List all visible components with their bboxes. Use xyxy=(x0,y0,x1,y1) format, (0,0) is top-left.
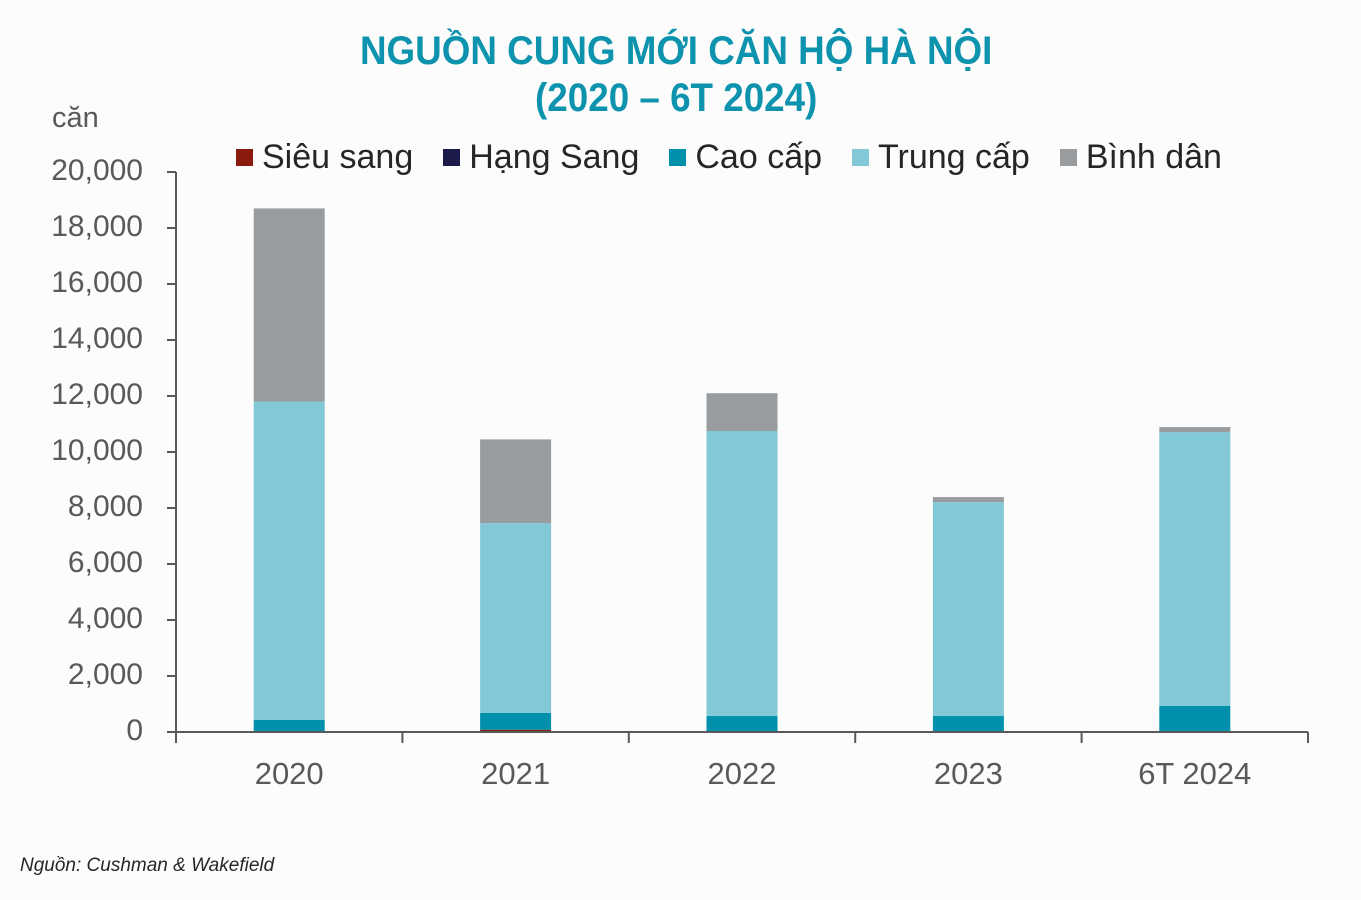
bar-segment xyxy=(1159,427,1231,433)
y-tick-label: 14,000 xyxy=(51,322,143,355)
legend-item: Siêu sang xyxy=(236,138,413,177)
bar-segment xyxy=(932,497,1004,503)
bar-segment xyxy=(253,719,325,732)
bar-segment xyxy=(706,716,778,732)
y-tick-label: 18,000 xyxy=(51,210,143,243)
bar-segment xyxy=(480,729,552,732)
x-tick-label: 6T 2024 xyxy=(1138,756,1252,791)
legend-swatch-icon xyxy=(443,149,461,166)
y-tick-label: 0 xyxy=(126,714,143,747)
chart-subtitle: (2020 – 6T 2024) xyxy=(535,76,818,120)
legend-swatch-icon xyxy=(669,149,687,166)
legend-item: Trung cấp xyxy=(852,138,1030,177)
bar-segment xyxy=(706,393,778,431)
bar-segment xyxy=(480,523,552,713)
y-tick-label: 6,000 xyxy=(67,546,143,579)
y-tick-label: 10,000 xyxy=(51,434,143,467)
y-tick-label: 20,000 xyxy=(51,154,143,187)
x-tick-label: 2022 xyxy=(707,756,777,791)
bar-segment xyxy=(932,502,1004,717)
source-note: Nguồn: Cushman & Wakefield xyxy=(20,855,275,876)
bar-segment xyxy=(480,712,552,730)
bar-segment xyxy=(480,439,552,524)
x-tick-label: 2020 xyxy=(254,756,324,791)
bar-segment xyxy=(253,401,325,720)
legend-swatch-icon xyxy=(1059,149,1077,166)
legend-label: Bình dân xyxy=(1085,138,1222,176)
legend-label: Cao cấp xyxy=(695,138,823,176)
chart-title: NGUỒN CUNG MỚI CĂN HỘ HÀ NỘI (2020 – 6T … xyxy=(0,28,1352,122)
bar-segment xyxy=(932,716,1004,732)
legend-label: Siêu sang xyxy=(262,138,414,176)
y-tick-label: 12,000 xyxy=(51,378,143,411)
legend-swatch-icon xyxy=(236,149,253,166)
bar-segment xyxy=(253,208,325,402)
legend-label: Hạng Sang xyxy=(469,138,640,176)
x-tick-label: 2023 xyxy=(933,756,1003,791)
y-tick-label: 16,000 xyxy=(51,266,143,299)
x-tick-label: 2021 xyxy=(481,756,551,791)
bar-segment xyxy=(1159,705,1231,732)
y-tick-label: 4,000 xyxy=(67,602,143,635)
legend-swatch-icon xyxy=(852,149,870,166)
y-axis-unit: căn xyxy=(52,102,99,134)
y-tick-label: 2,000 xyxy=(67,658,143,691)
legend-item: Bình dân xyxy=(1059,138,1222,177)
bar-segment xyxy=(706,431,778,717)
legend: Siêu sang Hạng Sang Cao cấp Trung cấp Bình d… xyxy=(236,138,1252,177)
legend-item: Hạng Sang xyxy=(443,138,639,177)
legend-item: Cao cấp xyxy=(669,138,822,177)
y-tick-label: 8,000 xyxy=(67,490,143,523)
bar-stack xyxy=(480,439,552,732)
bar-stack xyxy=(932,497,1004,732)
bar-stack xyxy=(1159,427,1231,732)
legend-label: Trung cấp xyxy=(878,138,1030,176)
bar-stack xyxy=(253,208,325,732)
bar-segment xyxy=(1159,432,1231,706)
chart-title-line1: NGUỒN CUNG MỚI CĂN HỘ HÀ NỘI xyxy=(359,29,993,73)
bar-stack xyxy=(706,393,778,732)
